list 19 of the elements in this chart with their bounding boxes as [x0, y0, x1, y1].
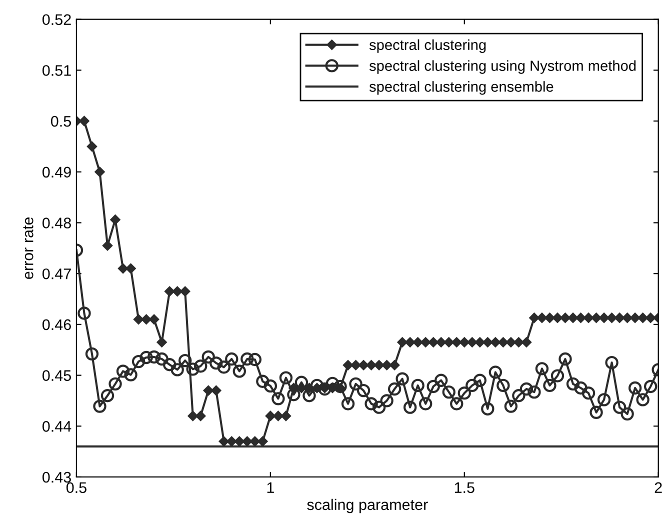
- x-tick-label: 1.5: [454, 482, 474, 494]
- legend-label: spectral clustering using Nystrom method: [369, 60, 636, 74]
- y-axis-title: error rate: [23, 217, 34, 279]
- x-tick-label: 1: [267, 482, 274, 493]
- y-tick-label: 0.46: [42, 319, 71, 330]
- x-axis-title: scaling parameter: [307, 498, 428, 514]
- y-tick-label: 0.43: [42, 472, 71, 483]
- y-tick-label: 0.44: [42, 420, 72, 432]
- y-tick-label: 0.51: [42, 65, 71, 76]
- x-tick-label: 2: [654, 482, 662, 493]
- legend-label: spectral clustering: [369, 39, 486, 53]
- legend-label: spectral clustering ensemble: [369, 81, 554, 95]
- y-tick-label: 0.45: [42, 370, 71, 381]
- y-tick-label: 0.48: [42, 218, 71, 228]
- y-tick-label: 0.52: [42, 14, 71, 26]
- y-tick-label: 0.49: [42, 166, 71, 178]
- x-tick-label: 0.5: [66, 482, 86, 494]
- y-tick-label: 0.5: [50, 116, 71, 127]
- y-tick-label: 0.47: [42, 268, 71, 280]
